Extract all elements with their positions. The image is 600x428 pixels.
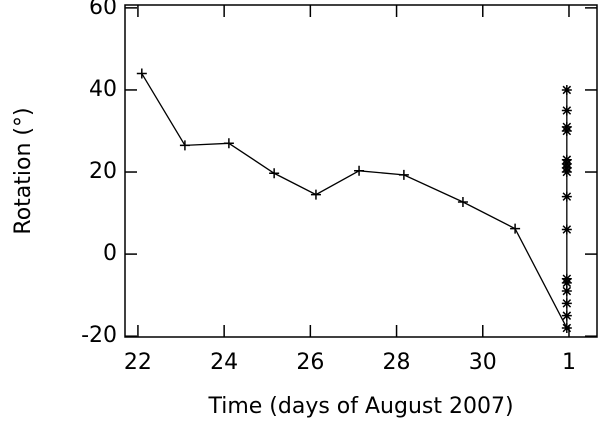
- plot-frame: [124, 4, 598, 338]
- data-point: [561, 298, 572, 309]
- data-point: [457, 196, 468, 207]
- data-point: [561, 273, 572, 284]
- data-point: [223, 138, 234, 149]
- data-point: [561, 154, 572, 165]
- data-point: [398, 169, 409, 180]
- y-tick-label: 40: [89, 77, 117, 102]
- data-point: [269, 168, 280, 179]
- series-connector: [514, 228, 568, 329]
- data-point: [136, 68, 147, 79]
- data-point: [561, 105, 572, 116]
- x-tick-label: 22: [124, 350, 152, 375]
- data-point: [561, 310, 572, 321]
- y-tick-label: 0: [103, 241, 117, 266]
- data-point: [561, 191, 572, 202]
- series-line: [141, 73, 516, 230]
- data-point: [179, 140, 190, 151]
- y-tick-label: -20: [81, 323, 117, 348]
- x-tick-label: 28: [383, 350, 411, 375]
- x-tick-label: 30: [469, 350, 497, 375]
- data-point: [561, 286, 572, 297]
- x-axis-label: Time (days of August 2007): [207, 394, 513, 419]
- data-point: [354, 165, 365, 176]
- y-tick-label: 20: [89, 159, 117, 184]
- x-tick-label: 1: [562, 350, 576, 375]
- data-point: [561, 84, 572, 95]
- y-tick-label: 60: [89, 0, 117, 20]
- data-point: [561, 322, 572, 333]
- data-point: [561, 121, 572, 132]
- data-point: [510, 223, 521, 234]
- data-point: [310, 189, 321, 200]
- x-tick-label: 26: [296, 350, 324, 375]
- data-point: [561, 224, 572, 235]
- y-axis-label: Rotation (°): [11, 107, 36, 234]
- x-tick-label: 24: [210, 350, 238, 375]
